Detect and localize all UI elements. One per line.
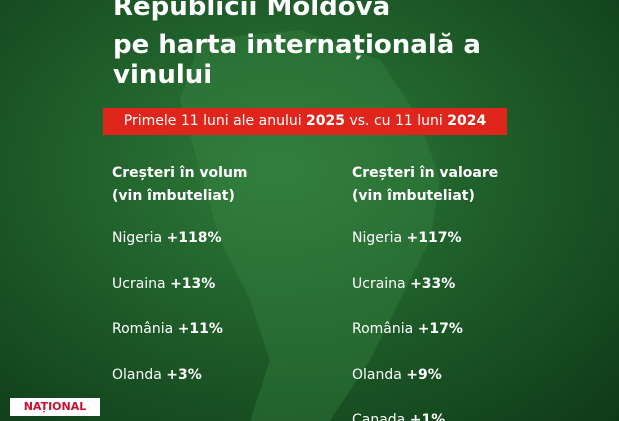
title-line: pe harta internațională a bbox=[113, 30, 481, 60]
change: +33% bbox=[410, 275, 456, 292]
list-item: Nigeria +117% bbox=[352, 230, 462, 246]
column-heading: (vin îmbuteliat) bbox=[112, 188, 235, 204]
change: +9% bbox=[406, 366, 442, 383]
country: Ucraina bbox=[112, 275, 166, 292]
period-banner: Primele 11 luni ale anului 2025 vs. cu 1… bbox=[103, 108, 507, 135]
change: +11% bbox=[177, 321, 223, 337]
country: Canada bbox=[352, 412, 406, 421]
list-item: România +17% bbox=[352, 321, 463, 337]
banner-text: Primele 11 luni ale anului bbox=[123, 113, 302, 129]
change: +3% bbox=[166, 366, 202, 383]
country: Nigeria bbox=[112, 230, 163, 246]
list-item: Ucraina +13% bbox=[112, 276, 215, 292]
country: Nigeria bbox=[352, 230, 403, 246]
change: +17% bbox=[417, 321, 463, 337]
change: +1% bbox=[409, 412, 446, 421]
list-item: Canada +1% bbox=[352, 412, 445, 421]
column-heading: Creșteri în valoare bbox=[352, 165, 499, 181]
change: +117% bbox=[406, 230, 462, 246]
country: Ucraina bbox=[352, 275, 406, 292]
column-heading: Creșteri în volum bbox=[112, 165, 248, 181]
country: România bbox=[112, 321, 174, 337]
title-line: Republicii Moldova bbox=[113, 0, 391, 22]
column-heading: (vin îmbuteliat) bbox=[352, 188, 475, 204]
column: Creșteri în volum (vin îmbuteliat) Nigeria… bbox=[112, 162, 248, 383]
banner-text: 2024 bbox=[447, 113, 487, 129]
change: +118% bbox=[166, 230, 222, 246]
country: România bbox=[352, 321, 414, 337]
logo: NAȚIONAL bbox=[10, 398, 100, 416]
country: Olanda bbox=[112, 366, 162, 383]
list-item: Olanda +9% bbox=[352, 367, 442, 383]
column: Creșteri în valoare (vin îmbuteliat) Niger… bbox=[352, 162, 499, 421]
change: +13% bbox=[170, 275, 216, 292]
list-item: Nigeria +118% bbox=[112, 230, 222, 246]
title-line: vinului bbox=[113, 60, 213, 90]
country: Olanda bbox=[352, 366, 402, 383]
list-item: România +11% bbox=[112, 321, 223, 337]
list-item: Ucraina +33% bbox=[352, 276, 455, 292]
banner-text: vs. cu 11 luni bbox=[349, 113, 443, 129]
list-item: Olanda +3% bbox=[112, 367, 202, 383]
banner-text: 2025 bbox=[306, 113, 346, 129]
